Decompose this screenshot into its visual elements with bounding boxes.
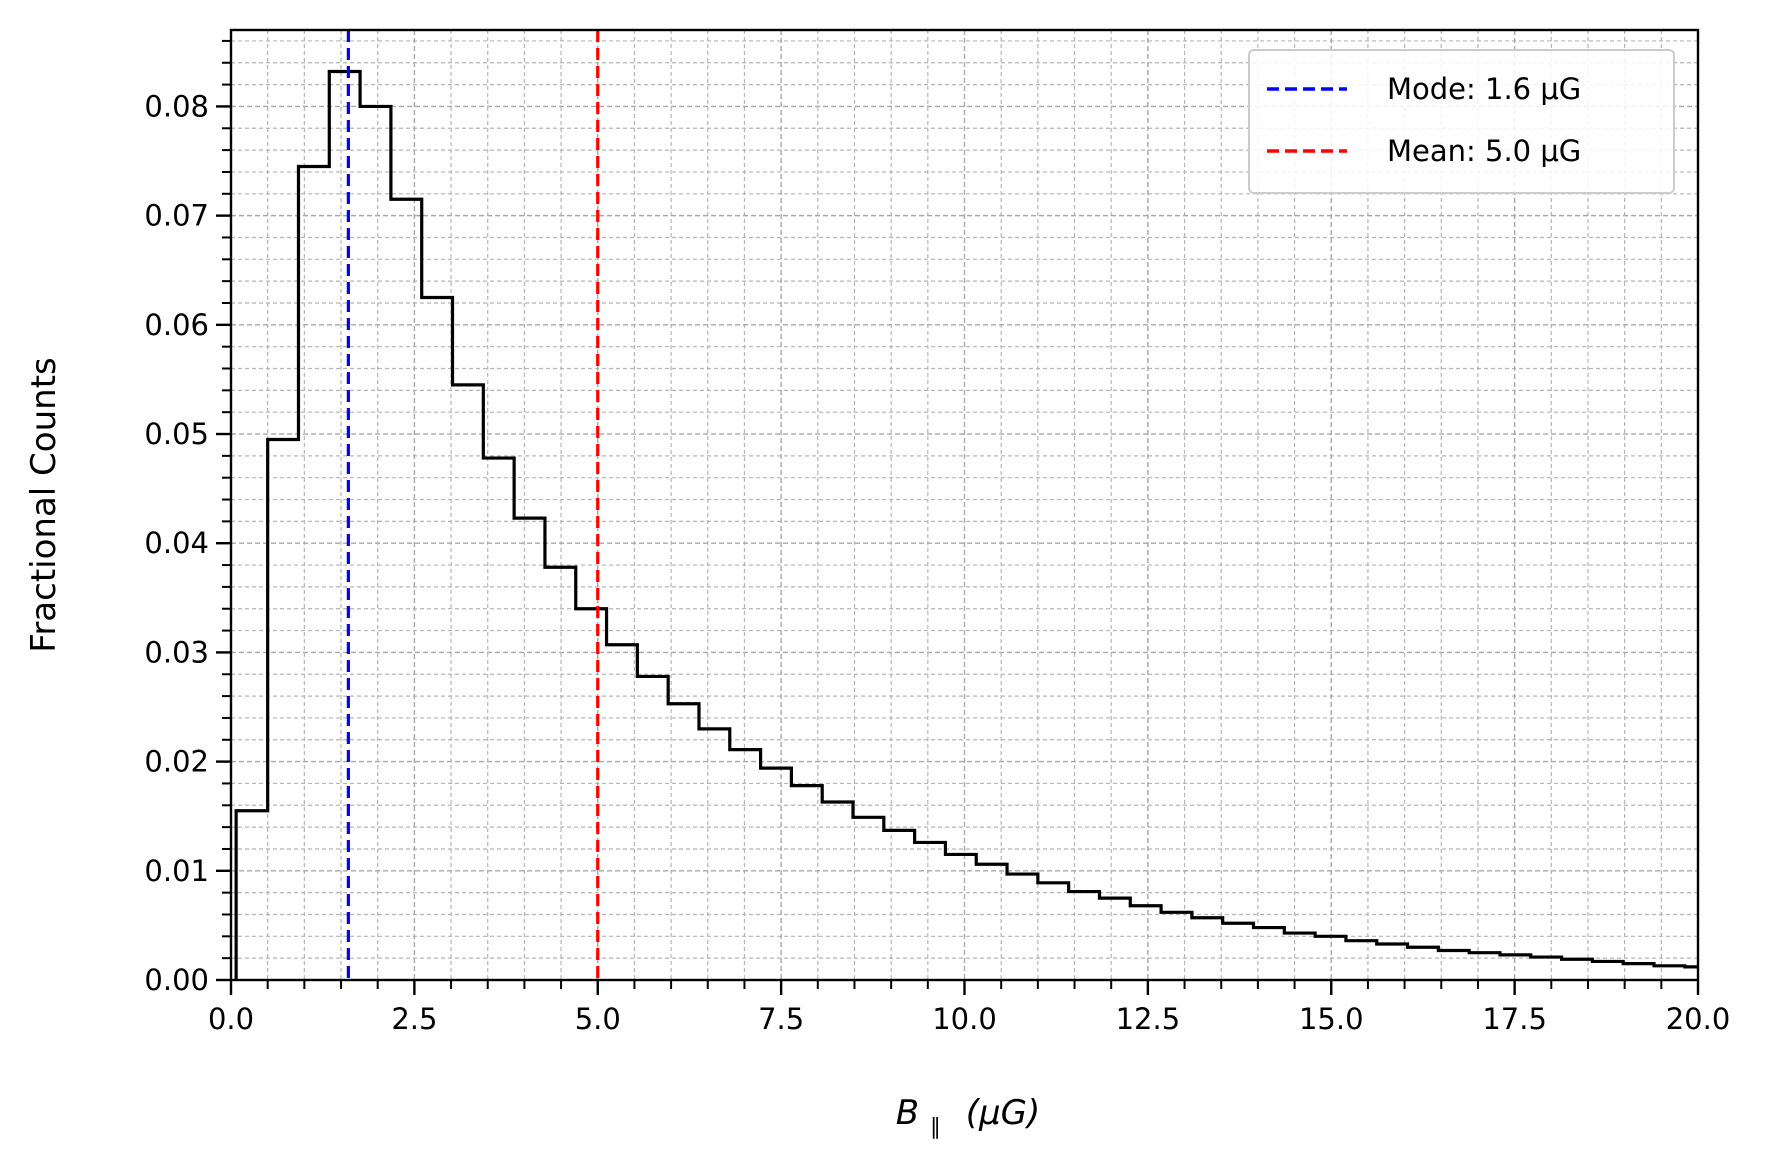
x-tick-label: 20.0 — [1666, 1002, 1731, 1036]
y-axis-title: Fractional Counts — [24, 357, 64, 653]
legend-mean-label: Mean: 5.0 μG — [1387, 134, 1581, 168]
minor-grid — [231, 30, 1698, 980]
axis-ticks — [216, 39, 1700, 995]
histogram-series — [234, 69, 1698, 980]
x-tick-label: 5.0 — [575, 1002, 621, 1036]
legend-box — [1248, 49, 1675, 194]
legend-mode-label: Mode: 1.6 μG — [1387, 72, 1581, 106]
legend: Mode: 1.6 μG Mean: 5.0 μG — [1248, 49, 1675, 194]
x-tick-label: 12.5 — [1116, 1002, 1181, 1036]
y-tick-label: 0.03 — [144, 635, 209, 669]
y-tick-label: 0.08 — [144, 89, 209, 123]
x-axis-title-symbol: B — [896, 1093, 919, 1133]
y-tick-label: 0.04 — [144, 526, 209, 560]
x-tick-label: 7.5 — [758, 1002, 804, 1036]
x-tick-label: 0.0 — [208, 1002, 254, 1036]
reference-lines — [346, 30, 600, 980]
y-tick-label: 0.02 — [144, 745, 209, 779]
y-tick-label: 0.05 — [144, 417, 209, 451]
y-tick-label: 0.07 — [144, 199, 209, 233]
x-axis-title-unit: (μG) — [966, 1093, 1041, 1133]
x-axis-title: B ∥ (μG) — [896, 1093, 1040, 1143]
x-tick-label: 10.0 — [932, 1002, 997, 1036]
x-tick-label: 2.5 — [391, 1002, 437, 1036]
tick-labels: 0.0 2.5 5.0 7.5 10.0 12.5 15.0 17.5 20.0 0.00 0.01… — [144, 89, 1730, 1036]
y-tick-label: 0.01 — [144, 854, 209, 888]
y-tick-label: 0.00 — [144, 963, 209, 997]
x-axis-title-subscript: ∥ — [930, 1115, 941, 1140]
x-tick-label: 17.5 — [1482, 1002, 1547, 1036]
histogram-step-line — [234, 69, 1698, 980]
y-tick-label: 0.06 — [144, 308, 209, 342]
x-tick-label: 15.0 — [1299, 1002, 1364, 1036]
